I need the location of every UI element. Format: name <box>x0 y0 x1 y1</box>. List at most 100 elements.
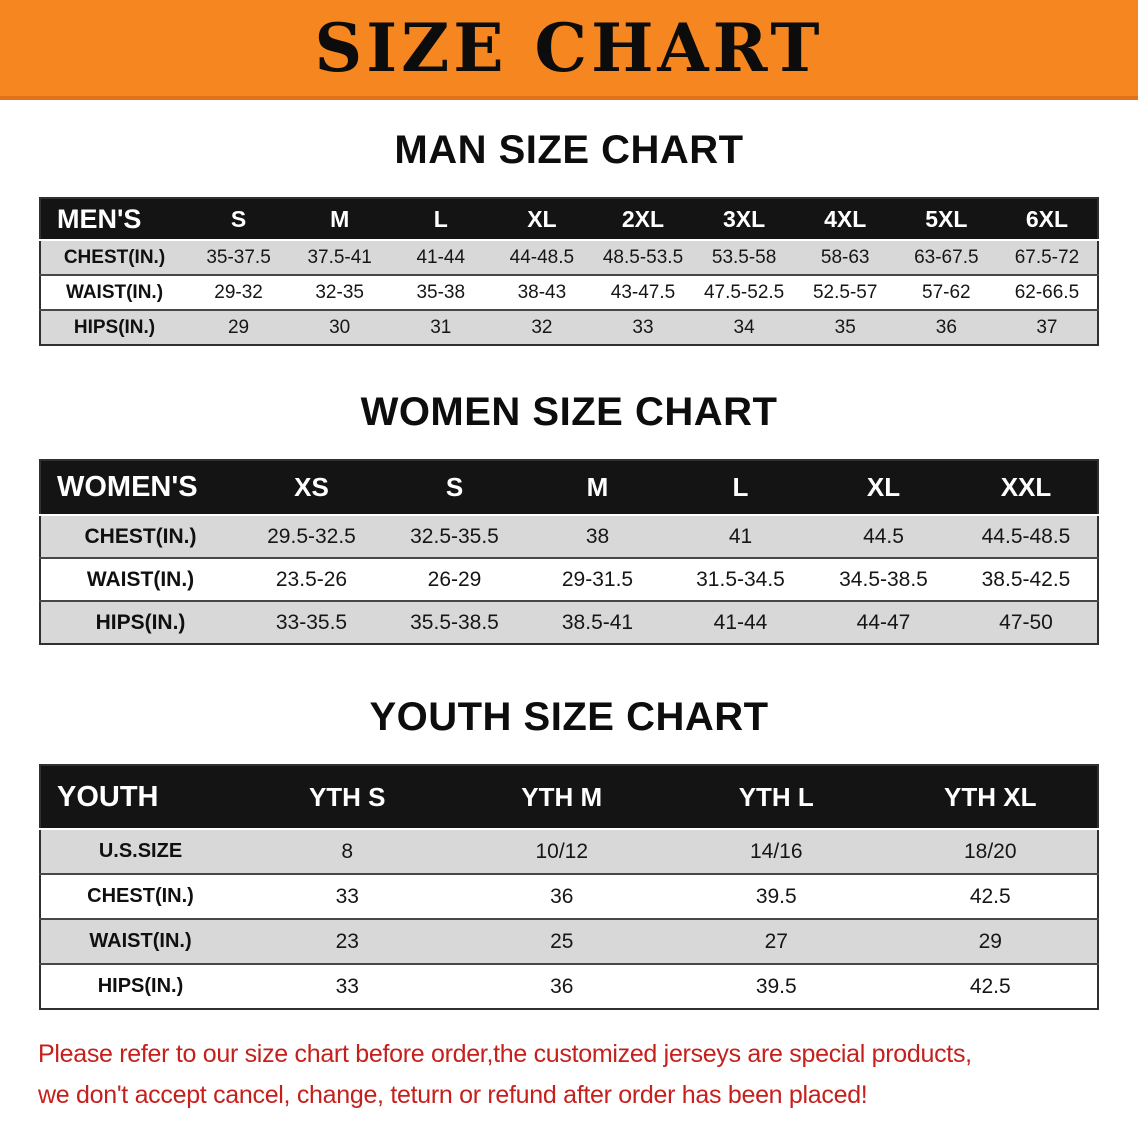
size-value-cell: 58-63 <box>820 246 870 268</box>
size-value-cell: 34 <box>733 316 755 338</box>
size-column-header: 6XL <box>1025 205 1069 232</box>
size-value-cell: 52.5-57 <box>812 281 878 303</box>
size-column-header: L <box>433 205 448 232</box>
size-value-cell: 33 <box>335 884 359 908</box>
size-value-cell: 29 <box>978 929 1002 953</box>
size-column-header: XS <box>294 472 329 502</box>
size-value-cell: 29-32 <box>214 281 263 303</box>
size-value-cell: 44.5 <box>863 524 904 548</box>
size-value-cell: 35-37.5 <box>206 246 271 268</box>
size-column-header: 2XL <box>621 205 665 232</box>
size-value-cell: 36 <box>550 884 574 908</box>
size-value-cell: 8 <box>341 839 354 863</box>
table-body: U.S.SIZE 8 10/12 14/16 18/20 CHEST(IN.) 33 36 39… <box>40 829 1098 1009</box>
table-body: CHEST(IN.) 29.5-32.5 32.5-35.5 38 41 44.5 44.5… <box>40 515 1098 644</box>
size-value-cell: 30 <box>329 316 351 338</box>
size-value-cell: 38 <box>585 524 610 548</box>
row-label-cell: WAIST(IN.) <box>65 281 164 303</box>
size-value-cell: 48.5-53.5 <box>602 246 684 268</box>
size-value-cell: 41-44 <box>713 610 768 634</box>
size-column-header: XXL <box>1000 472 1052 502</box>
disclaimer-line-1: Please refer to our size chart before or… <box>38 1040 972 1068</box>
size-value-cell: 32.5-35.5 <box>410 524 499 548</box>
size-chart-content: MAN SIZE CHART MEN'S S M L XL 2XL 3XL 4XL 5XL 6XL… <box>0 128 1138 1117</box>
size-column-header: YTH XL <box>944 781 1037 812</box>
table-header-row: WOMEN'S XS S M L XL XXL <box>40 460 1098 515</box>
size-value-cell: 31 <box>430 316 452 338</box>
size-column-header: XL <box>866 472 901 502</box>
size-value-cell: 44-48.5 <box>509 246 575 268</box>
row-label-cell: U.S.SIZE <box>98 840 183 862</box>
table-head: YOUTH YTH S YTH M YTH L YTH XL <box>40 765 1098 829</box>
measurement-row: WAIST(IN.) 29-32 32-35 35-38 38-43 43-47.5 47.… <box>40 275 1098 310</box>
size-column-header: L <box>732 472 749 502</box>
size-column-header: 4XL <box>824 205 867 232</box>
size-value-cell: 29 <box>227 316 250 338</box>
size-value-cell: 67.5-72 <box>1014 246 1080 268</box>
row-label-cell: WAIST(IN.) <box>86 567 195 591</box>
size-column-header: S <box>230 205 247 232</box>
size-value-cell: 42.5 <box>969 884 1011 908</box>
size-value-cell: 23.5-26 <box>275 567 348 591</box>
size-value-cell: 33 <box>632 316 654 338</box>
size-value-cell: 44.5-48.5 <box>981 524 1071 548</box>
measurement-row: WAIST(IN.) 23.5-26 26-29 29-31.5 31.5-34.5 34… <box>40 558 1098 601</box>
measurement-row: CHEST(IN.) 29.5-32.5 32.5-35.5 38 41 44.5 44.5… <box>40 515 1098 558</box>
measurement-row: U.S.SIZE 8 10/12 14/16 18/20 <box>40 829 1098 874</box>
measurement-row: HIPS(IN.) 29 30 31 32 33 34 35 36 37 <box>40 310 1098 345</box>
size-value-cell: 14/16 <box>749 839 803 863</box>
row-label-cell: CHEST(IN.) <box>87 885 194 907</box>
size-value-cell: 35 <box>834 316 856 338</box>
size-value-cell: 34.5-38.5 <box>839 567 928 591</box>
table-head: WOMEN'S XS S M L XL XXL <box>40 460 1098 515</box>
table-title-cell: WOMEN'S <box>57 471 198 503</box>
size-column-header: XL <box>527 205 557 232</box>
size-column-header: 5XL <box>925 205 968 232</box>
mens-size-table: MEN'S S M L XL 2XL 3XL 4XL 5XL 6XL CHEST(IN.) 35-37… <box>39 197 1099 346</box>
size-chart-banner: SIZE CHART <box>0 0 1138 100</box>
size-value-cell: 31.5-34.5 <box>696 567 785 591</box>
size-value-cell: 37.5-41 <box>307 246 372 268</box>
size-column-header: YTH M <box>521 781 603 812</box>
size-value-cell: 62-66.5 <box>1014 281 1080 303</box>
size-value-cell: 57-62 <box>922 281 971 303</box>
size-value-cell: 23 <box>335 929 359 953</box>
disclaimer-note: Please refer to our size chart before or… <box>38 1034 1100 1117</box>
size-value-cell: 47-50 <box>999 610 1053 634</box>
table-header-row: MEN'S S M L XL 2XL 3XL 4XL 5XL 6XL <box>40 198 1098 240</box>
size-value-cell: 43-47.5 <box>610 281 676 303</box>
size-value-cell: 47.5-52.5 <box>703 281 785 303</box>
size-value-cell: 37 <box>1036 316 1058 338</box>
size-column-header: YTH S <box>308 781 386 812</box>
size-value-cell: 25 <box>550 929 574 953</box>
size-column-header: YTH L <box>738 781 814 812</box>
row-label-cell: HIPS(IN.) <box>97 975 184 997</box>
size-value-cell: 38.5-42.5 <box>981 567 1071 591</box>
measurement-row: CHEST(IN.) 33 36 39.5 42.5 <box>40 874 1098 919</box>
size-value-cell: 18/20 <box>963 839 1017 863</box>
size-value-cell: 39.5 <box>755 884 797 908</box>
table-body: CHEST(IN.) 35-37.5 37.5-41 41-44 44-48.5 48.5… <box>40 240 1098 345</box>
table-title-cell: YOUTH <box>57 780 159 813</box>
womens-size-table: WOMEN'S XS S M L XL XXL CHEST(IN.) 29.5-32.5 32.5… <box>39 459 1099 645</box>
size-value-cell: 29.5-32.5 <box>267 524 356 548</box>
size-column-header: 3XL <box>723 205 766 232</box>
size-value-cell: 41-44 <box>416 246 466 268</box>
size-value-cell: 63-67.5 <box>914 246 979 268</box>
size-value-cell: 32-35 <box>315 281 364 303</box>
row-label-cell: CHEST(IN.) <box>63 246 166 268</box>
size-value-cell: 33 <box>335 974 359 998</box>
youth-section-heading: YOUTH SIZE CHART <box>369 695 769 739</box>
women-section-heading: WOMEN SIZE CHART <box>360 390 778 434</box>
table-header-row: YOUTH YTH S YTH M YTH L YTH XL <box>40 765 1098 829</box>
size-value-cell: 35-38 <box>416 281 466 303</box>
youth-size-table: YOUTH YTH S YTH M YTH L YTH XL U.S.SIZE 8 10/12… <box>39 764 1099 1010</box>
size-value-cell: 10/12 <box>535 839 589 863</box>
size-value-cell: 29-31.5 <box>561 567 634 591</box>
row-label-cell: HIPS(IN.) <box>73 316 156 338</box>
measurement-row: CHEST(IN.) 35-37.5 37.5-41 41-44 44-48.5 48.5… <box>40 240 1098 275</box>
size-value-cell: 36 <box>935 316 957 338</box>
size-value-cell: 38.5-41 <box>561 610 634 634</box>
table-title-cell: MEN'S <box>57 203 142 234</box>
size-value-cell: 44-47 <box>856 610 911 634</box>
